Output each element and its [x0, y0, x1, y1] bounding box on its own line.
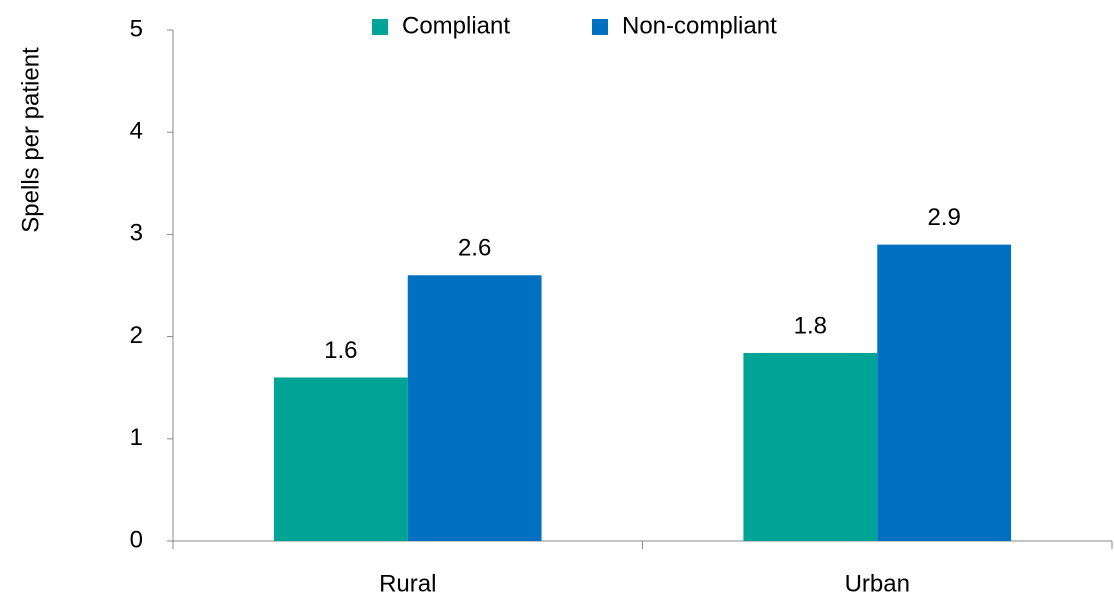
y-tick-label: 5	[130, 15, 143, 42]
y-tick-label: 3	[130, 220, 143, 247]
y-tick-label: 4	[130, 118, 143, 145]
x-tick-label: Rural	[379, 570, 436, 597]
bar	[273, 377, 408, 541]
data-label: 1.8	[794, 312, 827, 339]
legend-swatch	[592, 19, 608, 35]
data-label: 1.6	[324, 337, 357, 364]
y-axis-label: Spells per patient	[17, 47, 44, 233]
legend-label: Non-compliant	[622, 12, 777, 39]
y-tick-label: 2	[130, 322, 143, 349]
x-tick-label: Urban	[845, 570, 910, 597]
legend-label: Compliant	[402, 12, 510, 39]
y-tick-label: 1	[130, 424, 143, 451]
bar	[877, 244, 1012, 541]
data-label: 2.9	[927, 204, 960, 231]
bar	[407, 275, 542, 541]
legend-swatch	[372, 19, 388, 35]
data-label: 2.6	[458, 235, 491, 262]
bar	[743, 352, 878, 541]
y-tick-label: 0	[130, 526, 143, 553]
